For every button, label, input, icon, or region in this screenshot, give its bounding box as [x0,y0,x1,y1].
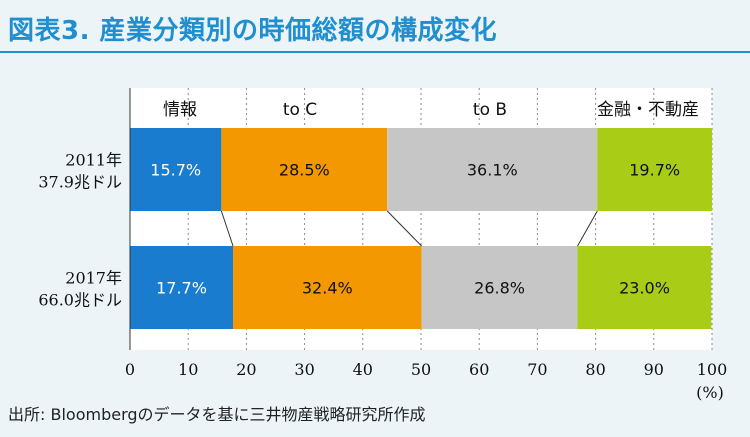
data-label: 36.1% [467,161,518,180]
data-label: 19.7% [629,161,680,180]
connector-line [386,210,422,247]
bar-segment [233,246,422,329]
bar-segment [387,128,598,211]
bar-segment [421,246,578,329]
series-header-label: 金融・不動産 [597,100,699,120]
x-unit-label: (%) [696,383,724,402]
series-header-label: to C [283,100,317,120]
data-label: 32.4% [302,279,353,298]
x-tick-label: 20 [236,360,256,379]
x-tick-label: 10 [178,360,198,379]
title-underline [0,51,750,53]
x-tick-label: 0 [125,360,135,379]
data-label: 23.0% [619,279,670,298]
bar-segment [221,128,388,211]
x-tick-label: 90 [644,360,664,379]
category-year-label: 2011年 [65,151,122,170]
series-header-label: 情報 [163,100,197,120]
x-tick-label: 60 [469,360,489,379]
category-year-label: 2017年 [65,269,122,288]
x-tick-label: 50 [411,360,431,379]
bar-segment [130,246,234,329]
x-tick-label: 100 [697,360,728,379]
bar-segment [597,128,712,211]
data-label: 26.8% [474,279,525,298]
data-label: 15.7% [150,161,201,180]
x-tick-label: 30 [294,360,314,379]
source-note: 出所: Bloombergのデータを基に三井物産戦略研究所作成 [8,405,426,424]
category-total-label: 37.9兆ドル [38,173,122,192]
connector-line [577,210,598,247]
x-tick-label: 70 [527,360,547,379]
x-tick-label: 40 [353,360,373,379]
chart-title: 図表3. 産業分類別の時価総額の構成変化 [8,16,498,46]
category-total-label: 66.0兆ドル [38,291,122,310]
data-label: 28.5% [279,161,330,180]
data-label: 17.7% [156,279,207,298]
bar-segment [577,246,712,329]
x-tick-label: 80 [585,360,605,379]
bar-segment [130,128,222,211]
connector-line [220,210,234,247]
series-header-label: to B [473,100,507,120]
